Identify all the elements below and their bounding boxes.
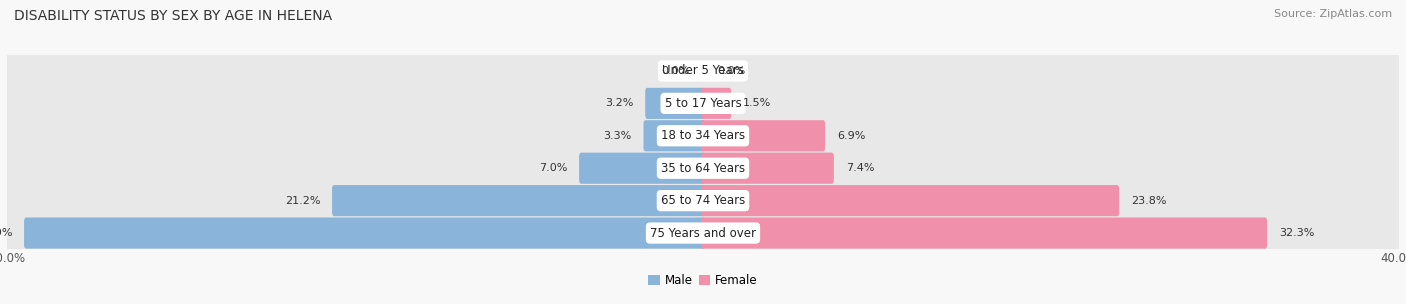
FancyBboxPatch shape	[4, 50, 1402, 92]
Text: 65 to 74 Years: 65 to 74 Years	[661, 194, 745, 207]
FancyBboxPatch shape	[4, 115, 1402, 156]
Text: 75 Years and over: 75 Years and over	[650, 226, 756, 240]
Text: 7.4%: 7.4%	[845, 163, 875, 173]
Text: 0.0%: 0.0%	[661, 66, 689, 76]
FancyBboxPatch shape	[24, 217, 704, 249]
Text: 7.0%: 7.0%	[538, 163, 567, 173]
FancyBboxPatch shape	[645, 88, 704, 119]
Text: 35 to 64 Years: 35 to 64 Years	[661, 162, 745, 175]
FancyBboxPatch shape	[644, 120, 704, 151]
Text: 5 to 17 Years: 5 to 17 Years	[665, 97, 741, 110]
Text: 23.8%: 23.8%	[1130, 196, 1167, 206]
Text: 3.2%: 3.2%	[605, 98, 633, 108]
Text: 38.9%: 38.9%	[0, 228, 13, 238]
Text: Source: ZipAtlas.com: Source: ZipAtlas.com	[1274, 9, 1392, 19]
FancyBboxPatch shape	[332, 185, 704, 216]
Text: 0.0%: 0.0%	[717, 66, 745, 76]
FancyBboxPatch shape	[4, 83, 1402, 124]
FancyBboxPatch shape	[4, 212, 1402, 254]
FancyBboxPatch shape	[702, 120, 825, 151]
Text: 21.2%: 21.2%	[285, 196, 321, 206]
Text: 3.3%: 3.3%	[603, 131, 631, 141]
Text: 6.9%: 6.9%	[837, 131, 865, 141]
Text: 18 to 34 Years: 18 to 34 Years	[661, 129, 745, 142]
Text: Under 5 Years: Under 5 Years	[662, 64, 744, 78]
Text: DISABILITY STATUS BY SEX BY AGE IN HELENA: DISABILITY STATUS BY SEX BY AGE IN HELEN…	[14, 9, 332, 23]
FancyBboxPatch shape	[702, 217, 1267, 249]
Text: 32.3%: 32.3%	[1279, 228, 1315, 238]
Legend: Male, Female: Male, Female	[644, 270, 762, 292]
FancyBboxPatch shape	[702, 88, 731, 119]
FancyBboxPatch shape	[579, 153, 704, 184]
Text: 1.5%: 1.5%	[742, 98, 772, 108]
FancyBboxPatch shape	[702, 185, 1119, 216]
FancyBboxPatch shape	[4, 148, 1402, 189]
FancyBboxPatch shape	[4, 180, 1402, 221]
FancyBboxPatch shape	[702, 153, 834, 184]
